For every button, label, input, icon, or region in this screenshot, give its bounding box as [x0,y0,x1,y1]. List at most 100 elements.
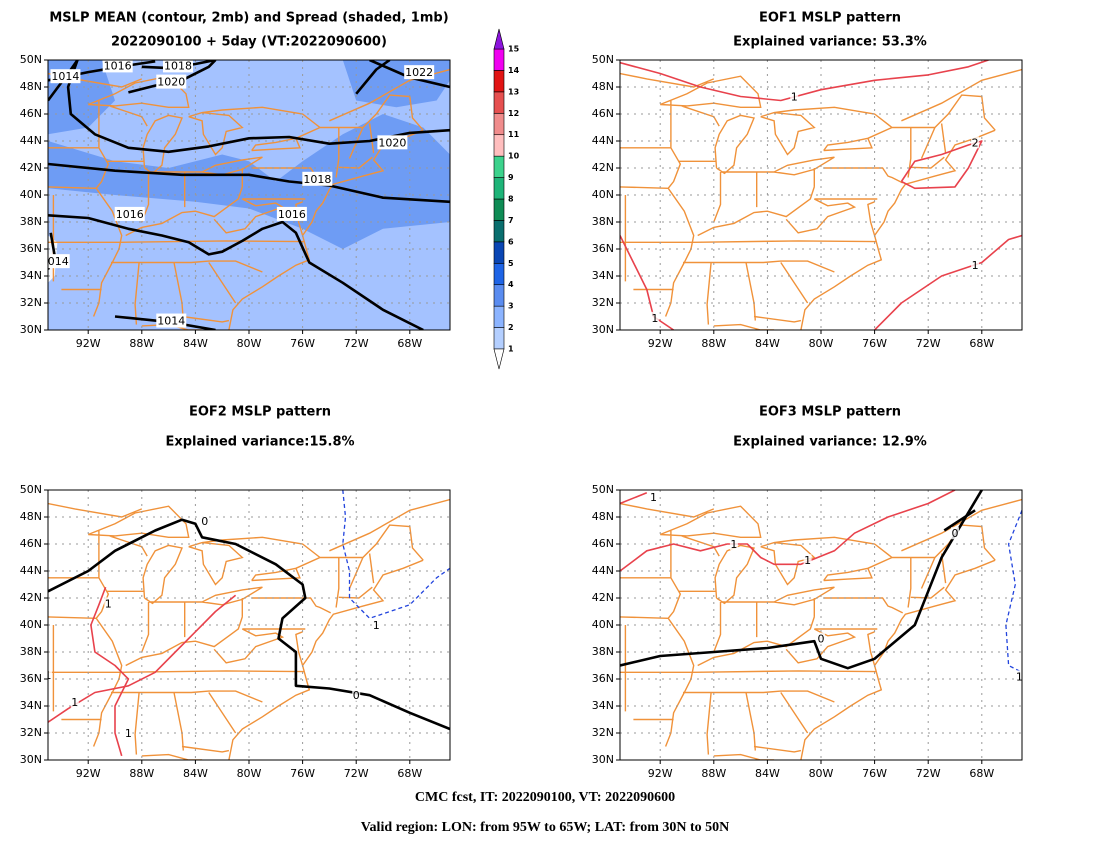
colorbar-label: 8 [508,195,514,204]
lon-tick-label: 80W [809,767,834,780]
contour-label: 1 [105,597,112,610]
panel-subtitle: Explained variance: 53.3% [733,35,927,50]
contour-label: 1 [791,90,798,103]
contour-line [90,586,130,757]
contour-label: 1 [651,312,658,325]
lon-tick-label: 76W [862,337,887,350]
lat-tick-label: 42N [592,591,614,604]
colorbar-label: 5 [508,259,514,268]
lon-tick-label: 72W [916,337,941,350]
lon-tick-label: 88W [129,337,154,350]
lon-tick-label: 80W [237,767,262,780]
lon-tick-label: 72W [916,767,941,780]
map-area: 1014 1016 1018 1020 1022 1020 1018 1016 1016 1014… [41,59,450,330]
colorbar-label: 9 [508,173,514,182]
colorbar-swatch [493,155,505,178]
lat-tick-label: 50N [592,483,614,496]
contour-line [66,60,450,154]
contour-label: 1014 [157,315,185,328]
lon-tick-label: 68W [397,337,422,350]
panel-title: EOF1 MSLP pattern [759,11,901,26]
lat-tick-label: 48N [20,510,42,523]
lon-tick-label: 88W [701,767,726,780]
contour-label: 1018 [303,173,331,186]
colorbar-label: 11 [508,130,520,139]
lon-tick-label: 92W [76,767,101,780]
lon-tick-label: 84W [755,337,780,350]
lon-tick-label: 72W [344,337,369,350]
contour-label-box [729,538,738,550]
lon-tick-label: 76W [862,767,887,780]
contour-label-box [200,515,209,528]
contour-label: 1 [804,554,811,567]
map-frame [619,59,1023,331]
colorbar-end [493,28,505,50]
colorbar-label: 3 [508,302,514,311]
lat-tick-label: 46N [592,537,614,550]
colorbar-swatch [493,284,505,307]
contour-label-box [104,597,113,610]
panel-title: EOF2 MSLP pattern [189,405,331,420]
colorbar-label: 15 [508,45,520,54]
colorbar-label: 13 [508,87,519,96]
contour-label: 1 [45,669,52,682]
lon-tick-label: 84W [183,337,208,350]
contour-label-box [817,632,825,645]
lon-tick-label: 68W [969,337,994,350]
lat-tick-label: 40N [20,618,42,631]
contour-label-box [50,69,81,84]
colorbar-swatch [493,91,505,114]
colorbar-swatch [493,241,505,264]
lat-tick-label: 46N [20,537,42,550]
contour-line [620,60,989,102]
map-panel: 1 2 1 1 92W 88W 84W 80W 76W 72W 68W 30N 32N 34N 36N 38N… [592,53,1023,350]
contour-label-box [372,619,381,631]
contour-label: 1 [730,538,737,551]
lat-tick-label: 48N [20,80,42,93]
map-panel: 1014 1016 1018 1020 1022 1020 1018 1016 1016 1014… [20,53,451,350]
lat-tick-label: 50N [20,53,42,66]
colorbar-swatch [493,262,505,286]
lat-tick-label: 30N [592,753,614,766]
map-frame [47,59,451,331]
contour-line [620,235,675,330]
contour-label: 1 [125,727,132,740]
contour-label: 1020 [157,76,185,89]
lat-tick-label: 38N [592,645,614,658]
lon-tick-label: 76W [290,767,315,780]
lat-tick-label: 36N [592,242,614,255]
contour-label: 1 [373,619,380,632]
panel-title: MSLP MEAN (contour, 2mb) and Spread (sha… [49,11,448,26]
lat-tick-label: 32N [592,296,614,309]
contour-label-box [352,689,361,702]
map-area: 0 0 1 1 1 1 [620,490,1022,760]
contour-label: 2 [972,136,979,149]
lat-tick-label: 48N [592,80,614,93]
contour-line [355,60,391,95]
contour-label: 1016 [104,59,132,72]
contour-line [48,518,450,731]
contour-label-box [951,527,959,540]
lon-tick-label: 68W [397,767,422,780]
contour-label: 1014 [41,255,69,268]
lat-tick-label: 38N [20,645,42,658]
colorbar-swatch [493,134,505,157]
colorbar-label: 4 [508,280,514,289]
map-panel: 0 0 1 1 1 1 92W 88W 84W 80W 76W 72W 68W 30N 32N 34N 36N 3… [592,483,1023,780]
lon-tick-label: 80W [809,337,834,350]
lon-tick-label: 88W [129,767,154,780]
contour-label: 1 [71,696,78,709]
contour-label-box [48,254,70,269]
contour-label-box [156,313,187,328]
colorbar-swatch [493,198,505,221]
lat-tick-label: 40N [592,618,614,631]
panel-title: EOF3 MSLP pattern [759,405,901,420]
contour-label: 1020 [378,136,406,149]
lon-tick-label: 88W [701,337,726,350]
contour-label: 1022 [405,66,433,79]
lat-tick-label: 36N [20,242,42,255]
lon-tick-label: 72W [344,767,369,780]
contour-label-box [404,65,435,80]
contour-label-box [377,135,408,150]
